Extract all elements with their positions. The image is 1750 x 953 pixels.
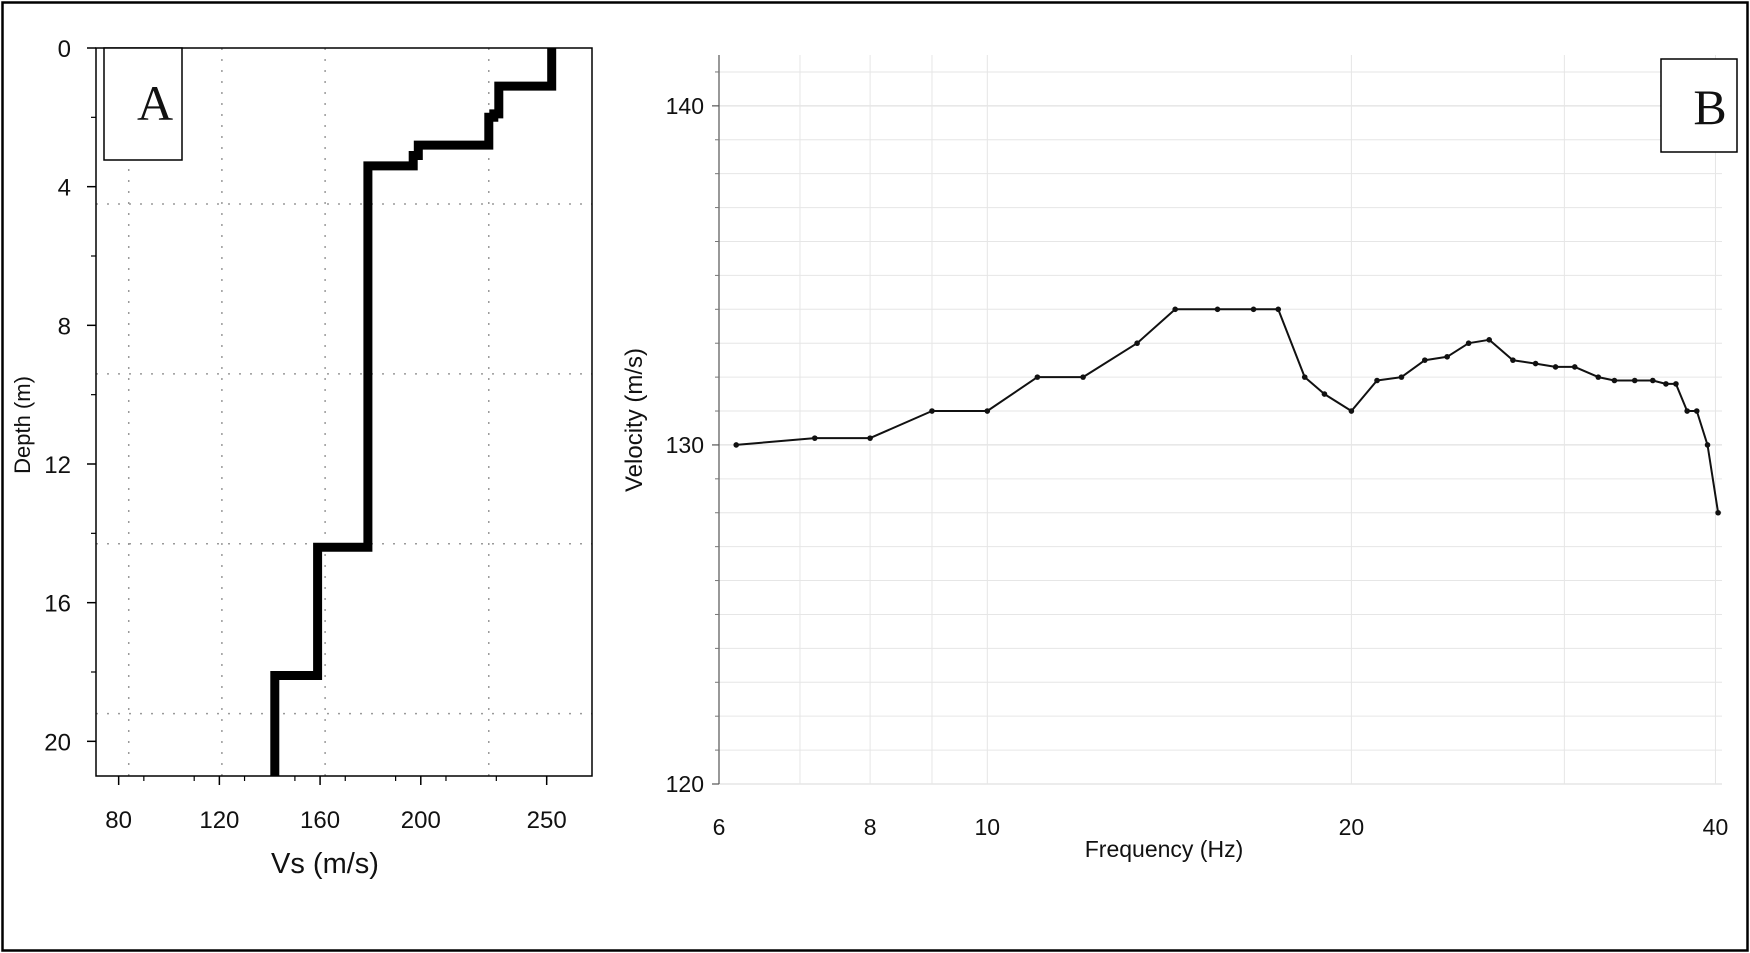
panel-b-data-point (1552, 364, 1559, 370)
panel-b-data-point (1034, 374, 1041, 380)
panel-b-label-box (1660, 58, 1738, 153)
panel-b-x-tick-label: 10 (975, 814, 1001, 840)
panel-a-y-tick-label: 8 (58, 313, 71, 340)
panel-b-data-point (1398, 374, 1405, 380)
panel-a-x-tick-label: 80 (105, 807, 132, 834)
panel-a-y-tick-label: 16 (44, 591, 71, 618)
panel-a-y-tick-label: 0 (58, 36, 71, 63)
panel-a-plot-frame (95, 47, 593, 777)
panel-b-data-point (1172, 306, 1178, 313)
panel-b-data-point (811, 435, 818, 441)
panel-b-data-point (1595, 374, 1602, 380)
panel-b-data-point (1715, 509, 1721, 516)
panel-a-x-tick-label: 200 (401, 807, 441, 834)
panel-b-grid (718, 55, 1722, 785)
panel-b-data-point (1649, 377, 1656, 384)
panel-b-x-tick-label: 40 (1703, 814, 1729, 840)
panel-b-data-point (733, 442, 740, 448)
panel-b-data-point (984, 408, 991, 414)
panel-b-data-point (929, 408, 935, 414)
panel-b-label: B (1693, 79, 1726, 135)
panel-b-data-point (1693, 408, 1700, 414)
panel-b-y-tick-label: 130 (666, 432, 704, 458)
panel-b-data-point (1673, 381, 1679, 387)
panel-a-ticks: 80 120 160 200 250 0 4 8 12 16 20 (44, 36, 566, 834)
panel-a-x-axis-title: Vs (m/s) (271, 848, 379, 880)
panel-b-data-point (1250, 306, 1257, 313)
panel-b-data-point (1214, 306, 1221, 313)
panel-b-x-axis-title: Frequency (Hz) (1085, 836, 1243, 862)
panel-a-y-tick-label: 12 (44, 452, 71, 479)
panel-a-vs-profile-line (270, 48, 557, 776)
panel-a-grid (96, 48, 592, 776)
panel-b: 6 8 10 20 40 120 130 140 B Frequency (Hz) Veloc… (621, 55, 1738, 862)
panel-b-data-point (1275, 306, 1282, 313)
panel-b-data-point (1444, 353, 1450, 360)
panel-b-points (733, 306, 1721, 516)
panel-b-data-point (1663, 381, 1669, 387)
panel-a-x-tick-label: 250 (527, 807, 567, 834)
panel-a-y-axis-title: Depth (m) (10, 376, 35, 474)
panel-b-data-point (1510, 357, 1516, 363)
panel-b-data-point (1134, 340, 1140, 347)
panel-b-x-tick-label: 20 (1339, 814, 1365, 840)
panel-b-y-tick-label: 140 (666, 93, 704, 119)
panel-b-data-point (1301, 374, 1308, 380)
panel-b-data-point (1465, 340, 1472, 347)
panel-b-ticks: 6 8 10 20 40 120 130 140 (666, 71, 1729, 840)
panel-b-x-tick-label: 6 (713, 814, 726, 840)
panel-a-label: A (137, 75, 173, 131)
panel-b-data-point (867, 435, 873, 441)
panel-b-data-point (1422, 357, 1428, 363)
panel-b-x-tick-label: 8 (864, 814, 877, 840)
panel-b-data-point (1532, 360, 1539, 367)
panel-a-y-tick-label: 4 (58, 175, 71, 202)
panel-a-x-tick-label: 120 (199, 807, 239, 834)
panel-b-data-point (1321, 391, 1328, 397)
panel-a-label-box (103, 47, 183, 161)
panel-b-y-tick-label: 120 (666, 771, 704, 797)
panel-b-data-point (1348, 408, 1355, 414)
panel-a-y-tick-label: 20 (44, 729, 71, 756)
panel-b-data-point (1704, 442, 1711, 448)
panel-b-data-point (1374, 377, 1380, 384)
panel-b-data-point (1571, 364, 1578, 370)
panel-b-data-point (1684, 408, 1690, 414)
panel-a: 80 120 160 200 250 0 4 8 12 16 20 A Vs (m/s) Depth… (10, 36, 593, 880)
panel-b-y-axis-title: Velocity (m/s) (621, 348, 648, 492)
panel-b-data-point (1611, 377, 1618, 384)
panel-a-x-tick-label: 160 (300, 807, 340, 834)
panel-b-data-point (1486, 337, 1493, 343)
panel-b-data-point (1631, 377, 1638, 384)
panel-b-data-point (1080, 374, 1086, 380)
